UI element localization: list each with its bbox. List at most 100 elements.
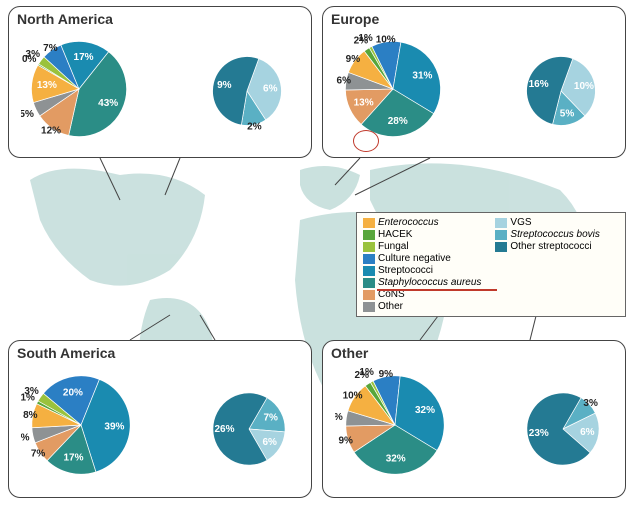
pie-svg: 7% 6% 26% bbox=[205, 385, 293, 473]
pie-slice-label: 6% bbox=[337, 76, 352, 87]
pie-slice-label: 5% bbox=[21, 109, 34, 120]
pie-slice-label: 13% bbox=[354, 97, 374, 108]
pie-slice-label: 9% bbox=[346, 54, 361, 65]
legend-swatch bbox=[495, 230, 507, 240]
legend-label: Other bbox=[378, 301, 403, 312]
pie-slice-label: 7% bbox=[31, 449, 46, 460]
legend-item: VGS bbox=[495, 217, 600, 228]
pie-svg: 1%10%31%28%13%6%9%2% bbox=[335, 31, 451, 147]
pie-slice-label: 16% bbox=[529, 79, 549, 90]
legend-label: CoNS bbox=[378, 289, 405, 300]
pie-slice-label: 9% bbox=[217, 80, 232, 91]
pie-slice-label: 23% bbox=[529, 428, 549, 439]
pie-slice-label: 6% bbox=[263, 437, 278, 448]
legend-swatch bbox=[495, 242, 507, 252]
panel-south-america: South America 20%39%17%7%5%8%1%3% 7%6%26… bbox=[8, 340, 312, 498]
legend-swatch bbox=[363, 266, 375, 276]
pie-svg: 1%9%32%32%9%5%10%2% bbox=[335, 365, 455, 485]
legend-item: Streptococci bbox=[363, 265, 481, 276]
staph-aureus-underline bbox=[377, 289, 497, 291]
legend-swatch bbox=[363, 230, 375, 240]
pie-eu-main: 1%10%31%28%13%6%9%2% bbox=[335, 31, 451, 147]
pie-other-sub: 3% 6% 23% bbox=[519, 385, 607, 473]
pie-slice-label: 17% bbox=[74, 52, 94, 63]
pie-sa-main: 20%39%17%7%5%8%1%3% bbox=[21, 365, 141, 485]
pie-slice-label: 2% bbox=[247, 121, 262, 132]
legend-label: Staphylococcus aureus bbox=[378, 277, 481, 288]
legend-col-2: VGSStreptococcus bovisOther streptococci bbox=[495, 217, 600, 312]
panel-other: Other 1%9%32%32%9%5%10%2% 3%6%23% bbox=[322, 340, 626, 498]
panel-title-eu: Europe bbox=[331, 11, 379, 27]
pie-slice-label: 31% bbox=[412, 71, 432, 82]
pie-svg: 20%39%17%7%5%8%1%3% bbox=[21, 365, 141, 485]
pie-slice-label: 32% bbox=[415, 405, 435, 416]
legend-item: Staphylococcus aureus bbox=[363, 277, 481, 288]
pie-slice-label: 7% bbox=[43, 43, 58, 54]
highlight-circle-28 bbox=[353, 130, 379, 152]
pie-na-sub: 6% 2% 9% bbox=[205, 49, 289, 133]
legend-label: HACEK bbox=[378, 229, 412, 240]
legend-label: Streptococci bbox=[378, 265, 433, 276]
pie-slice-label: 6% bbox=[263, 83, 278, 94]
pie-other-main: 1%9%32%32%9%5%10%2% bbox=[335, 365, 455, 485]
legend-swatch bbox=[363, 278, 375, 288]
pie-slice-label: 12% bbox=[41, 125, 61, 136]
pie-slice-label: 2% bbox=[355, 370, 370, 381]
pie-slice-label: 10% bbox=[343, 391, 363, 402]
pie-slice-label: 5% bbox=[21, 433, 30, 444]
legend-item: Fungal bbox=[363, 241, 481, 252]
pie-svg: 10% 5% 16% bbox=[519, 49, 603, 133]
pie-slice-label: 20% bbox=[63, 388, 83, 399]
panel-title-sa: South America bbox=[17, 345, 115, 361]
legend-swatch bbox=[363, 254, 375, 264]
legend-label: VGS bbox=[510, 217, 531, 228]
legend-swatch bbox=[363, 242, 375, 252]
pie-slice-label: 26% bbox=[214, 424, 234, 435]
pie-slice-label: 13% bbox=[37, 80, 57, 91]
legend-swatch bbox=[363, 302, 375, 312]
legend-label: Fungal bbox=[378, 241, 409, 252]
panel-title-other: Other bbox=[331, 345, 368, 361]
legend-swatch bbox=[363, 290, 375, 300]
legend-label: Enterococcus bbox=[378, 217, 439, 228]
pie-slice-label: 9% bbox=[379, 369, 394, 380]
legend-label: Other streptococci bbox=[510, 241, 591, 252]
legend-label: Culture negative bbox=[378, 253, 451, 264]
pie-slice-label: 28% bbox=[388, 116, 408, 127]
pie-svg: 0%3%7%17%43%12%5%13% bbox=[21, 31, 137, 147]
pie-slice-label: 10% bbox=[376, 35, 396, 46]
pie-eu-sub: 10% 5% 16% bbox=[519, 49, 603, 133]
pie-na-main: 0%3%7%17%43%12%5%13% bbox=[21, 31, 137, 147]
legend-item: CoNS bbox=[363, 289, 481, 300]
pie-slice-label: 5% bbox=[335, 412, 343, 423]
legend-item: Streptococcus bovis bbox=[495, 229, 600, 240]
pie-slice-label: 3% bbox=[24, 386, 39, 397]
legend-item: Other bbox=[363, 301, 481, 312]
pie-slice-label: 8% bbox=[23, 410, 38, 421]
pie-slice-label: 3% bbox=[583, 398, 598, 409]
panel-north-america: North America 0%3%7%17%43%12%5%13% 6%2%9… bbox=[8, 6, 312, 158]
legend-item: HACEK bbox=[363, 229, 481, 240]
pie-slice-label: 5% bbox=[560, 109, 575, 120]
pie-svg: 6% 2% 9% bbox=[205, 49, 289, 133]
pie-slice-label: 9% bbox=[338, 435, 353, 446]
legend-item: Culture negative bbox=[363, 253, 481, 264]
pie-slice-label: 17% bbox=[63, 453, 83, 464]
pie-svg: 3% 6% 23% bbox=[519, 385, 607, 473]
legend-swatch bbox=[363, 218, 375, 228]
legend-swatch bbox=[495, 218, 507, 228]
pie-slice-label: 7% bbox=[263, 413, 278, 424]
pie-slice-label: 10% bbox=[574, 81, 594, 92]
legend-col-1: EnterococcusHACEKFungalCulture negativeS… bbox=[363, 217, 481, 312]
legend-label: Streptococcus bovis bbox=[510, 229, 600, 240]
pie-slice-label: 43% bbox=[98, 98, 118, 109]
legend-item: Other streptococci bbox=[495, 241, 600, 252]
pie-slice-label: 32% bbox=[386, 453, 406, 464]
pie-sa-sub: 7% 6% 26% bbox=[205, 385, 293, 473]
pie-slice-label: 39% bbox=[104, 421, 124, 432]
legend-item: Enterococcus bbox=[363, 217, 481, 228]
legend-box: EnterococcusHACEKFungalCulture negativeS… bbox=[356, 212, 626, 317]
pie-slice-label: 6% bbox=[580, 427, 595, 438]
pie-slice-label: 3% bbox=[26, 49, 41, 60]
panel-title-na: North America bbox=[17, 11, 113, 27]
